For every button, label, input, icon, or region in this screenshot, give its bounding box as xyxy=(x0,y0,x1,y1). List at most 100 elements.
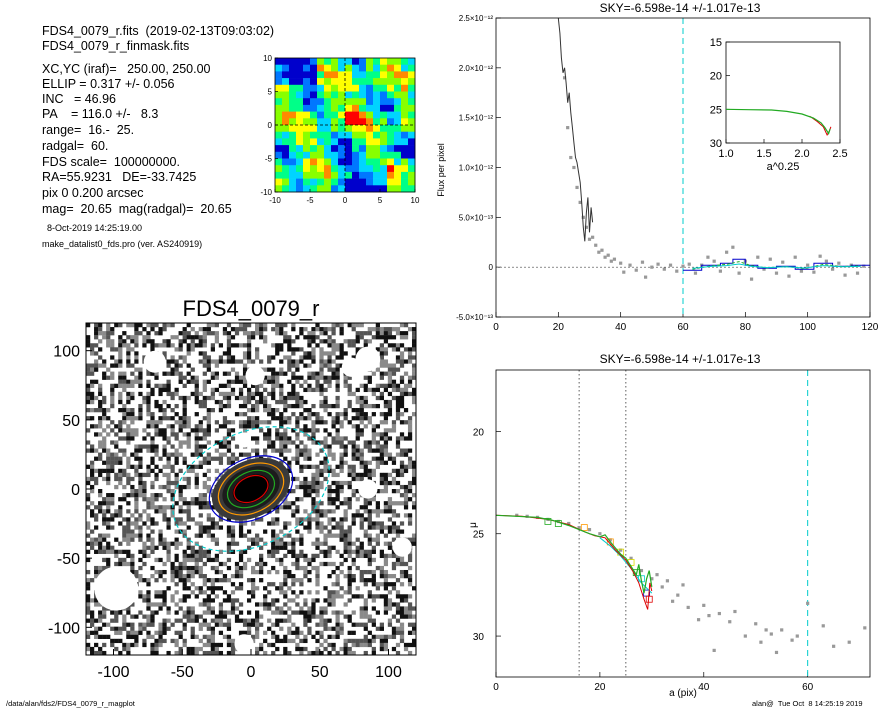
noise-pixel xyxy=(90,343,95,348)
residual-cell xyxy=(373,111,381,119)
noise-pixel xyxy=(339,456,344,461)
residual-cell xyxy=(345,125,353,132)
noise-pixel xyxy=(242,412,248,417)
noise-pixel xyxy=(182,440,187,445)
noise-pixel xyxy=(166,517,171,522)
noise-pixel xyxy=(359,323,364,328)
noise-pixel xyxy=(347,399,352,405)
noise-pixel xyxy=(90,347,95,352)
noise-pixel xyxy=(283,432,288,437)
noise-pixel xyxy=(210,626,215,631)
residual-cell xyxy=(338,185,346,193)
residual-cell xyxy=(331,145,339,153)
noise-pixel xyxy=(186,574,191,579)
noise-pixel xyxy=(130,391,135,397)
noise-pixel xyxy=(291,545,296,550)
noise-pixel xyxy=(407,497,413,502)
noise-pixel xyxy=(399,610,405,615)
noise-pixel xyxy=(383,578,389,583)
noise-pixel xyxy=(110,618,115,623)
noise-pixel xyxy=(174,359,179,364)
noise-pixel xyxy=(186,646,191,652)
noise-pixel xyxy=(267,582,272,587)
noise-pixel xyxy=(142,489,147,494)
noise-pixel xyxy=(307,375,312,380)
mu-point xyxy=(717,611,721,616)
noise-pixel xyxy=(383,476,389,482)
noise-pixel xyxy=(331,489,336,494)
noise-pixel xyxy=(399,452,405,457)
noise-pixel xyxy=(263,598,268,603)
noise-pixel xyxy=(367,468,372,474)
noise-pixel xyxy=(291,513,296,518)
noise-pixel xyxy=(170,569,175,575)
noise-pixel xyxy=(387,598,393,603)
noise-pixel xyxy=(391,420,397,425)
noise-pixel xyxy=(343,383,348,388)
sky-xtick-label: 40 xyxy=(615,322,627,333)
noise-pixel xyxy=(182,327,187,332)
noise-pixel xyxy=(383,359,389,364)
noise-pixel xyxy=(251,622,256,627)
noise-pixel xyxy=(134,501,139,506)
noise-pixel xyxy=(178,598,183,603)
noise-pixel xyxy=(271,537,276,542)
noise-pixel xyxy=(283,323,288,328)
noise-pixel xyxy=(299,565,304,571)
noise-pixel xyxy=(202,618,207,623)
noise-pixel xyxy=(174,335,179,340)
residual-cell xyxy=(289,91,297,99)
mu-point xyxy=(598,532,602,536)
noise-pixel xyxy=(210,371,215,376)
noise-pixel xyxy=(399,448,405,453)
noise-pixel xyxy=(411,335,417,340)
noise-pixel xyxy=(206,533,211,538)
noise-pixel xyxy=(130,408,135,413)
noise-pixel xyxy=(218,460,224,465)
noise-pixel xyxy=(327,375,332,380)
noise-pixel xyxy=(138,408,143,413)
noise-pixel xyxy=(331,626,336,631)
noise-pixel xyxy=(142,428,147,433)
noise-pixel xyxy=(403,387,409,393)
residual-cell xyxy=(359,178,367,186)
noise-pixel xyxy=(158,331,163,336)
noise-pixel xyxy=(206,513,211,518)
noise-pixel xyxy=(327,574,332,579)
residual-cell xyxy=(310,145,318,153)
noise-pixel xyxy=(178,634,183,640)
noise-pixel xyxy=(182,395,187,401)
noise-pixel xyxy=(174,501,179,506)
noise-pixel xyxy=(142,436,147,441)
mu-point xyxy=(707,614,711,618)
noise-pixel xyxy=(387,590,393,595)
noise-pixel xyxy=(150,420,155,425)
residual-cell xyxy=(338,64,346,72)
noise-pixel xyxy=(351,650,356,656)
noise-pixel xyxy=(367,513,372,518)
noise-pixel xyxy=(283,355,288,360)
noise-pixel xyxy=(291,359,296,364)
noise-pixel xyxy=(271,521,276,526)
inset-frame xyxy=(725,41,841,144)
noise-pixel xyxy=(110,343,115,348)
noise-pixel xyxy=(142,614,147,619)
residual-cell xyxy=(401,131,409,139)
noise-pixel xyxy=(110,387,115,393)
noise-pixel xyxy=(214,428,219,433)
noise-pixel xyxy=(146,545,151,550)
noise-pixel xyxy=(238,452,244,457)
noise-pixel xyxy=(166,371,171,376)
star-mask xyxy=(245,365,265,386)
noise-pixel xyxy=(126,622,131,627)
noise-pixel xyxy=(279,331,284,336)
noise-pixel xyxy=(90,489,95,494)
noise-pixel xyxy=(166,456,171,461)
noise-pixel xyxy=(351,327,356,332)
noise-pixel xyxy=(86,391,91,397)
residual-ytick-label: -10 xyxy=(260,188,272,197)
noise-pixel xyxy=(339,517,344,522)
noise-pixel xyxy=(234,614,240,619)
noise-pixel xyxy=(335,355,340,360)
noise-pixel xyxy=(146,533,151,538)
